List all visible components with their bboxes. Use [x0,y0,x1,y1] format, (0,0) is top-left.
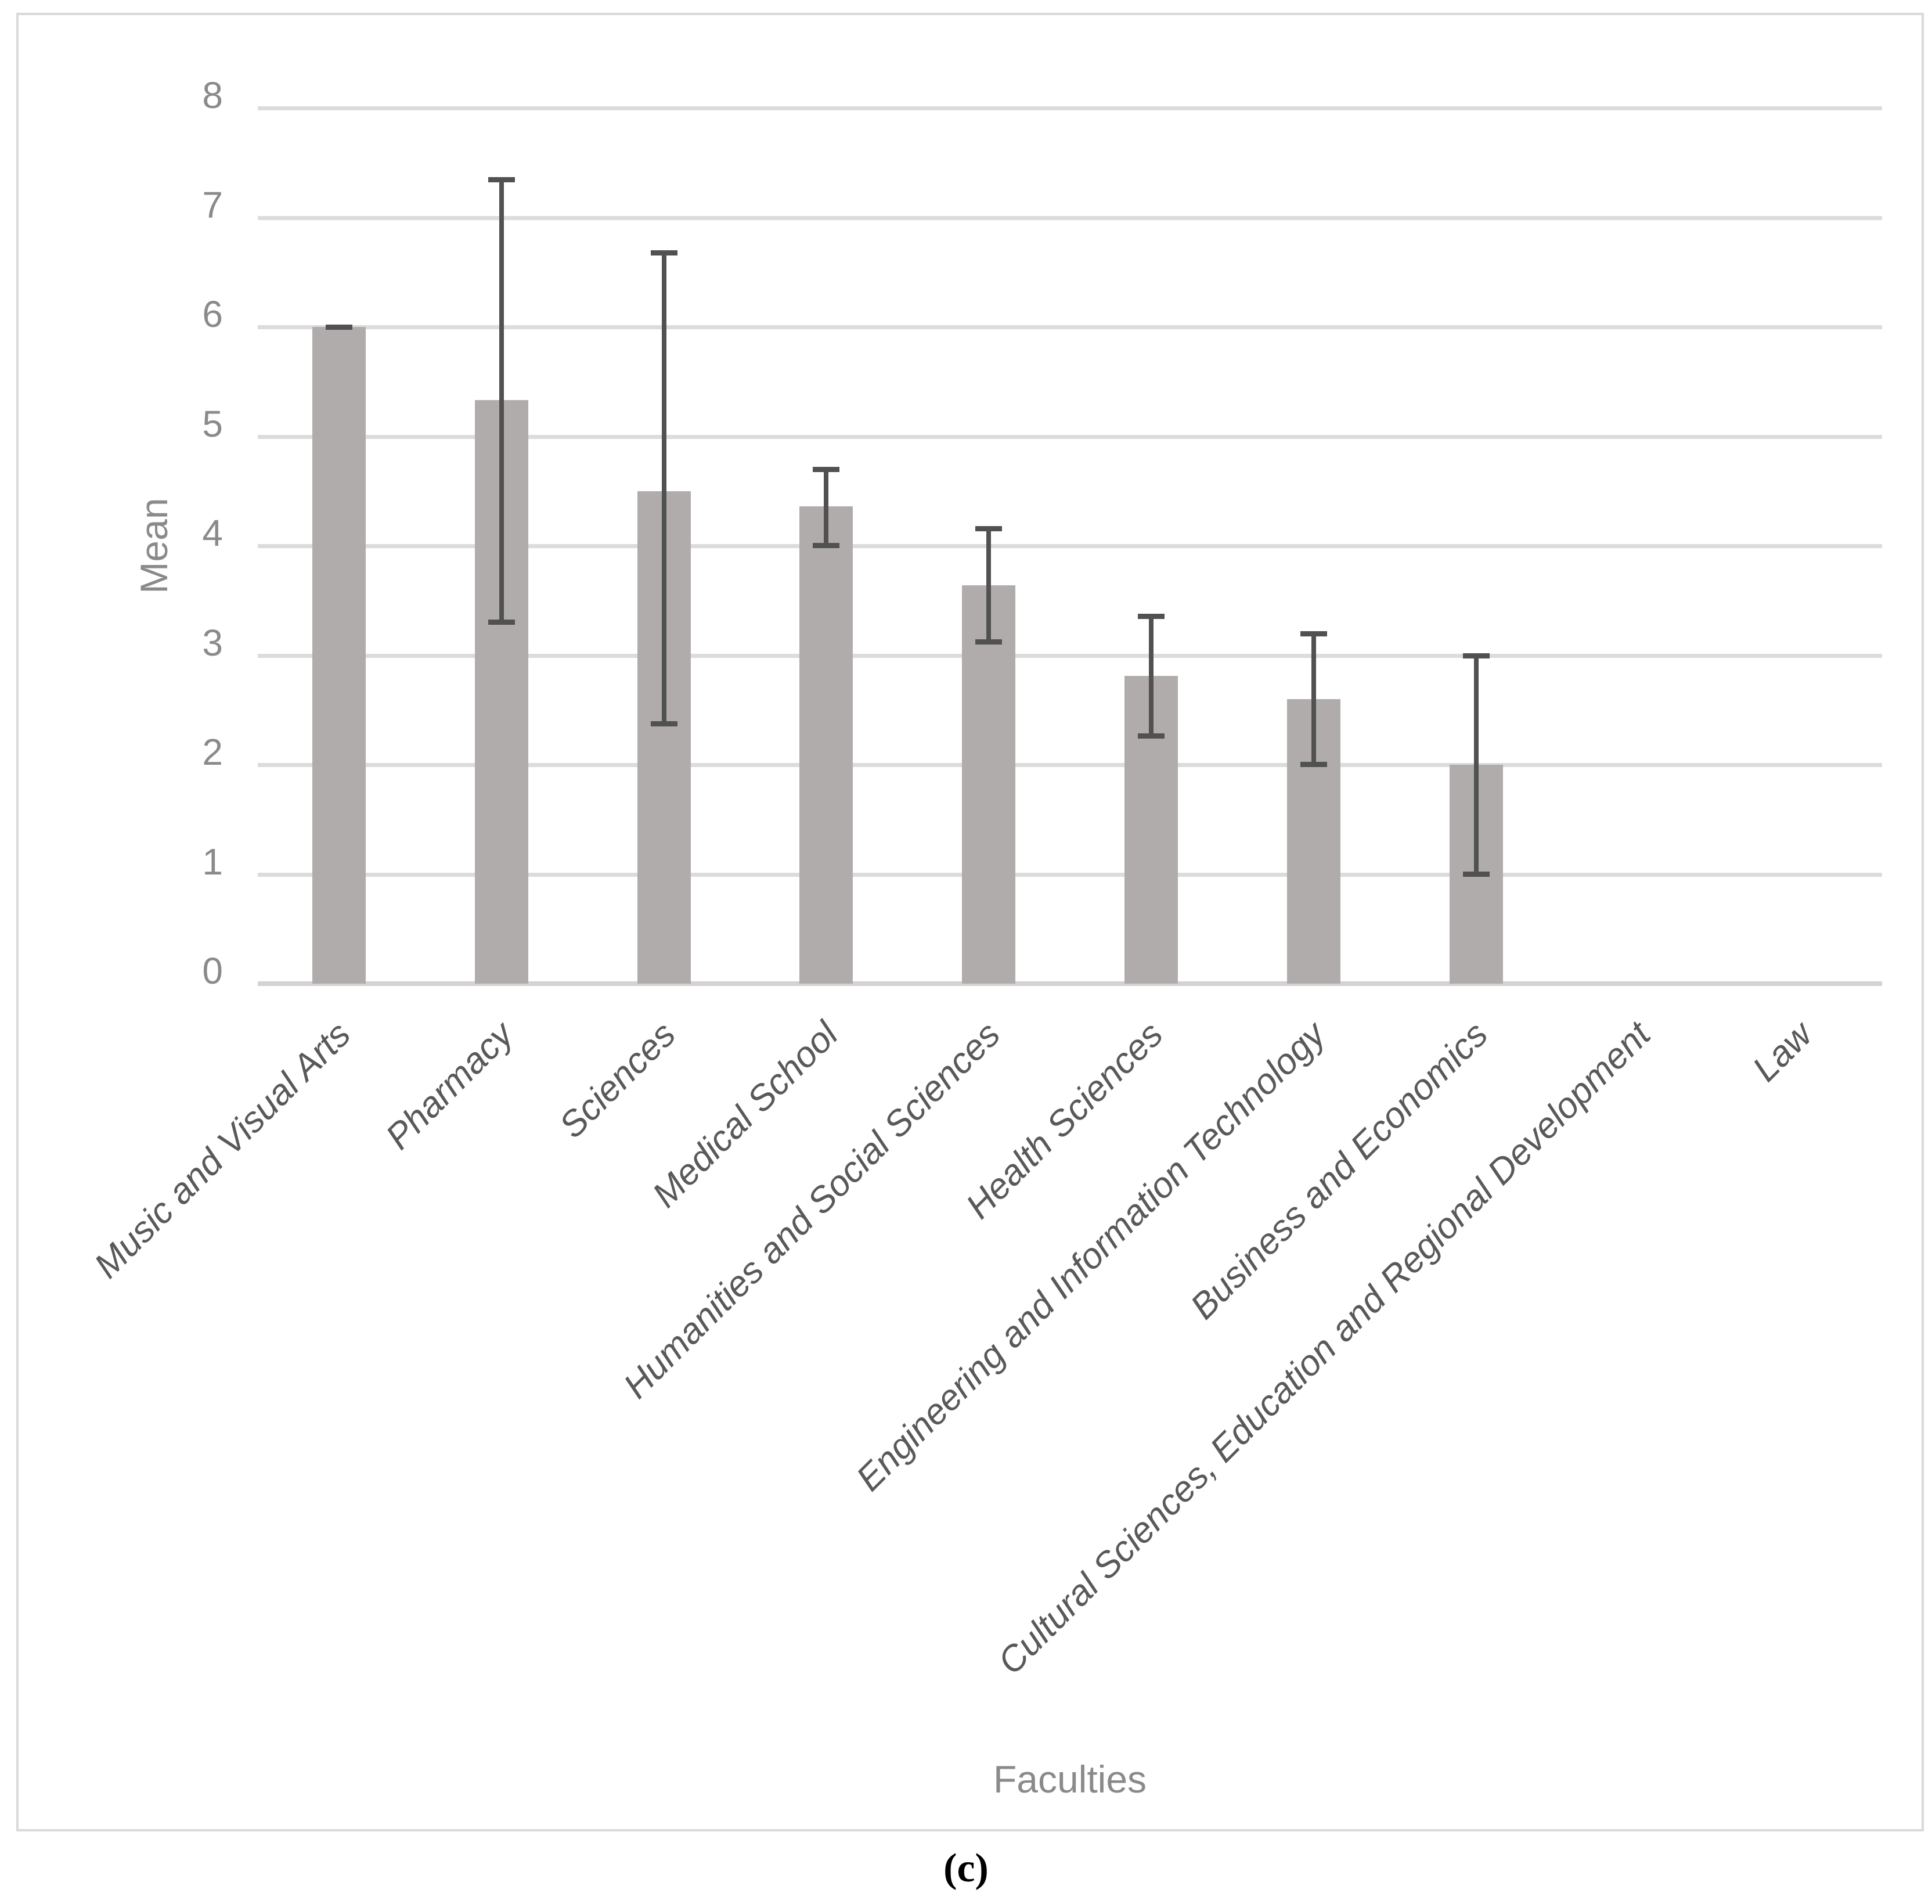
y-axis-title: Mean [132,498,175,594]
error-bar-cap-top [975,526,1003,531]
y-tick-label: 0 [202,950,223,992]
y-tick-label: 3 [202,621,223,664]
category-label: Business and Economics [1183,1014,1495,1327]
category-label: Music and Visual Arts [86,1014,359,1286]
error-bar-line [1311,633,1316,765]
error-bar-cap-top [1462,653,1490,658]
error-bar-cap-top [488,177,515,182]
error-bar-cap-bottom [975,639,1003,645]
error-bar-cap-top [1300,631,1327,636]
gridline [258,872,1882,877]
y-tick-label: 4 [202,512,223,554]
gridline [258,544,1882,548]
category-label: Sciences [552,1014,683,1146]
gridline [258,106,1882,110]
y-tick-label: 6 [202,293,223,335]
error-bar-cap-top [650,250,677,255]
error-bar-cap-bottom [650,721,677,727]
category-label: Pharmacy [378,1014,521,1157]
bar [799,506,853,984]
error-bar-cap-bottom [1300,761,1327,767]
error-bar [1300,631,1327,767]
error-bar-line [986,528,992,642]
error-bar-cap-bottom [1462,871,1490,877]
error-bar-line [1473,655,1479,874]
x-axis-title: Faculties [993,1758,1147,1801]
error-bar-cap-bottom [488,619,515,625]
error-bar-line [824,469,829,546]
error-bar [1462,653,1490,877]
error-bar [650,250,677,727]
error-bar-cap-bottom [813,542,840,548]
figure-caption: (c) [943,1846,989,1891]
y-tick-label: 8 [202,74,223,116]
gridline [258,434,1882,439]
plot-area [258,106,1882,986]
bar [962,585,1016,984]
error-bar [488,177,515,625]
error-bar-line [499,179,504,622]
error-bar-line [661,252,666,725]
error-bar-cap-top [813,467,840,473]
gridline [258,763,1882,767]
gridline [258,653,1882,658]
gridline [258,215,1882,220]
category-label: Law [1745,1014,1821,1089]
y-tick-label: 7 [202,183,223,226]
error-bar-cap-bottom [1137,733,1165,739]
y-tick-label: 2 [202,731,223,773]
bar [312,327,366,984]
y-tick-label: 5 [202,402,223,445]
y-tick-label: 1 [202,840,223,883]
error-bar-cap-top [1137,613,1165,619]
gridline [258,325,1882,329]
error-bar-cap-bottom [325,325,352,330]
error-bar [975,526,1003,645]
error-bar [1137,613,1165,739]
chart-frame: 8 7 6 5 4 3 2 1 0 Music and Visual Arts Pharmacy S… [16,13,1924,1831]
error-bar-line [1148,616,1154,736]
error-bar [813,467,840,548]
x-axis-line [258,981,1882,986]
